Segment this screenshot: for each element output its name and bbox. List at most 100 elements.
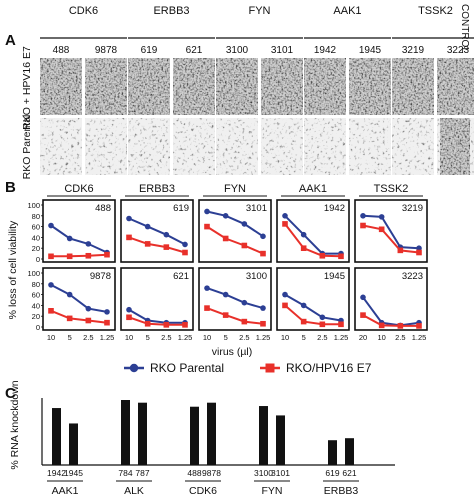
panel-a-clone-label: 3100 bbox=[226, 45, 249, 56]
point-parental bbox=[416, 245, 422, 251]
series-line-parental bbox=[128, 217, 186, 246]
bar-erbb3-621 bbox=[345, 438, 354, 465]
point-e7 bbox=[378, 322, 385, 329]
y-tick-label: 40 bbox=[32, 233, 40, 242]
point-e7 bbox=[338, 253, 344, 260]
series-line-parental bbox=[206, 287, 264, 310]
point-parental bbox=[126, 306, 132, 313]
point-parental bbox=[241, 221, 248, 227]
y-tick-label: 60 bbox=[32, 291, 40, 300]
c-gene-label: FYN bbox=[262, 485, 283, 497]
subplot-clone-label: 3100 bbox=[246, 271, 267, 282]
point-e7 bbox=[416, 249, 422, 256]
series-line-e7 bbox=[284, 223, 342, 258]
point-e7 bbox=[260, 250, 266, 257]
subplot-frame bbox=[354, 267, 428, 331]
point-parental bbox=[241, 299, 248, 306]
bar-fyn-3101 bbox=[276, 415, 285, 465]
micrograph-e7-619 bbox=[128, 58, 170, 115]
panel-b-xlabel: virus (µl) bbox=[212, 346, 252, 358]
c-clone-label: 488 bbox=[187, 468, 201, 478]
series-line-parental bbox=[284, 293, 342, 322]
x-tick-label: 2.5 bbox=[239, 333, 249, 342]
subplot-clone-label: 3219 bbox=[402, 203, 423, 214]
x-tick-label: 2.5 bbox=[161, 333, 171, 342]
point-e7 bbox=[204, 305, 210, 311]
point-parental bbox=[85, 305, 92, 312]
panel-a-label: A bbox=[5, 32, 16, 49]
series-line-parental bbox=[206, 210, 264, 238]
panel-a-clone-label: 3219 bbox=[402, 45, 425, 56]
panel-b-ylabel: % loss of cell viability bbox=[7, 220, 19, 319]
legend: RKO Parental RKO/HPV16 E7 bbox=[124, 361, 372, 375]
series-line-e7 bbox=[128, 316, 185, 326]
panel-a-clone-label: 619 bbox=[141, 45, 158, 56]
row-label-e7: RKO + HPV16 E7 bbox=[21, 46, 33, 130]
panel-a-clone-label: 9878 bbox=[95, 45, 118, 56]
subplot-aak1-1942: 1942 bbox=[276, 199, 350, 263]
micrograph-e7-621 bbox=[173, 58, 215, 115]
point-e7 bbox=[66, 315, 73, 322]
c-clone-label: 787 bbox=[135, 468, 149, 478]
point-e7 bbox=[48, 308, 54, 314]
point-e7 bbox=[319, 321, 326, 328]
subplot-fyn-3101: 3101 bbox=[198, 199, 272, 263]
bar-erbb3-619 bbox=[328, 440, 337, 465]
point-e7 bbox=[282, 302, 288, 309]
c-gene-label: ERBB3 bbox=[324, 485, 359, 497]
point-parental bbox=[126, 215, 132, 222]
micrograph-parental-488 bbox=[40, 118, 82, 175]
point-e7 bbox=[378, 226, 385, 233]
y-tick-label: 40 bbox=[32, 301, 40, 310]
panel-c-ylabel: % RNA knockdown bbox=[9, 380, 21, 469]
c-clone-label: 3100 bbox=[254, 468, 273, 478]
point-e7 bbox=[416, 323, 422, 329]
x-tick-label: 1.25 bbox=[334, 333, 349, 342]
bar-fyn-3100 bbox=[259, 406, 268, 465]
series-line-parental bbox=[50, 224, 108, 254]
panel-b-gene-tssk2: TSSK2 bbox=[374, 183, 409, 195]
point-e7 bbox=[66, 253, 73, 260]
point-e7 bbox=[85, 252, 92, 259]
x-tick-label: 10 bbox=[125, 333, 133, 342]
point-e7 bbox=[241, 318, 248, 325]
x-tick-label: 5 bbox=[68, 333, 72, 342]
point-e7 bbox=[204, 223, 210, 230]
panel-a-gene-cdk6: CDK6 bbox=[69, 5, 98, 17]
micrograph-parental-619 bbox=[128, 118, 170, 175]
panel-c-label: C bbox=[5, 385, 16, 402]
point-parental bbox=[66, 235, 73, 242]
subplot-clone-label: 621 bbox=[173, 271, 189, 282]
x-tick-label: 1.25 bbox=[178, 333, 193, 342]
panel-b-gene-aak1: AAK1 bbox=[299, 183, 327, 195]
panel-a-clone-label: 1942 bbox=[314, 45, 337, 56]
y-tick-label: 20 bbox=[32, 312, 40, 321]
point-e7 bbox=[104, 251, 110, 258]
series-line-e7 bbox=[284, 304, 341, 326]
y-tick-label: 80 bbox=[32, 212, 40, 221]
bar-alk-784 bbox=[121, 400, 130, 465]
micrograph-e7-3101 bbox=[261, 58, 303, 115]
c-clone-label: 784 bbox=[118, 468, 132, 478]
panel-b-label: B bbox=[5, 179, 16, 196]
point-e7 bbox=[360, 222, 366, 229]
subplot-clone-label: 1942 bbox=[324, 203, 345, 214]
series-line-e7 bbox=[206, 225, 264, 255]
micrograph-e7-3219 bbox=[392, 58, 434, 115]
point-parental bbox=[222, 213, 229, 219]
panel-a-clone-label: 3101 bbox=[271, 45, 294, 56]
series-line-parental bbox=[128, 308, 185, 324]
point-parental bbox=[319, 314, 326, 321]
c-clone-label: 9878 bbox=[202, 468, 221, 478]
point-parental bbox=[282, 213, 288, 219]
bar-alk-787 bbox=[138, 402, 147, 465]
point-e7 bbox=[222, 235, 229, 242]
subplot-erbb3-619: 619 bbox=[120, 199, 194, 263]
bar-group-cdk6: 488 9878 CDK6 bbox=[185, 402, 221, 497]
point-e7 bbox=[241, 242, 248, 249]
